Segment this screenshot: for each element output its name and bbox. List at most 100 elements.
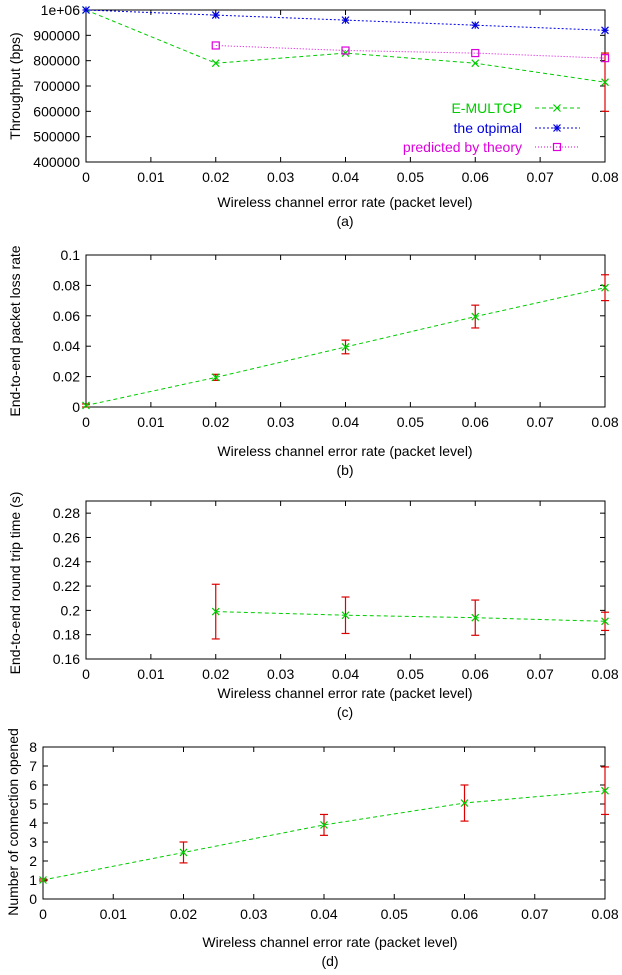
y-tick-label: 800000 bbox=[33, 53, 80, 69]
x-tick-label: 0 bbox=[82, 414, 90, 430]
series-line bbox=[85, 9, 606, 83]
y-axis-label: Throughput (bps) bbox=[7, 32, 23, 139]
data-point bbox=[601, 26, 609, 35]
x-tick-label: 0.05 bbox=[381, 906, 408, 922]
legend-label: E-MULTCP bbox=[451, 100, 522, 116]
x-tick-label: 0.03 bbox=[267, 666, 294, 682]
data-point bbox=[471, 21, 480, 30]
x-tick-label: 0.02 bbox=[202, 169, 229, 185]
x-axis-label: Wireless channel error rate (packet leve… bbox=[202, 934, 457, 950]
data-point bbox=[471, 613, 480, 622]
legend-sample bbox=[535, 142, 580, 152]
y-tick-label: 0 bbox=[29, 891, 37, 907]
y-tick-label: 1e+06 bbox=[41, 2, 81, 18]
x-axis-label: Wireless channel error rate (packet leve… bbox=[217, 194, 472, 210]
data-point bbox=[82, 6, 90, 14]
x-tick-label: 0.01 bbox=[137, 169, 164, 185]
y-tick-label: 0.04 bbox=[53, 338, 80, 354]
data-point bbox=[601, 786, 609, 795]
legend-marker bbox=[553, 124, 561, 132]
data-point bbox=[211, 59, 220, 68]
legend-label: predicted by theory bbox=[403, 139, 522, 155]
x-tick-label: 0.03 bbox=[240, 906, 267, 922]
y-tick-label: 0.26 bbox=[53, 529, 80, 545]
data-point bbox=[211, 607, 220, 616]
y-tick-label: 0.28 bbox=[53, 505, 80, 521]
data-point bbox=[320, 820, 328, 829]
y-tick-label: 2 bbox=[29, 853, 37, 869]
panel-label: (b) bbox=[336, 462, 353, 478]
legend-marker bbox=[552, 142, 562, 152]
x-tick-label: 0.07 bbox=[527, 414, 554, 430]
y-tick-label: 0.22 bbox=[53, 578, 80, 594]
legend-entry: predicted by theory bbox=[403, 139, 580, 155]
x-tick-label: 0.04 bbox=[310, 906, 337, 922]
data-point bbox=[341, 16, 350, 25]
y-tick-label: 0.2 bbox=[61, 602, 81, 618]
legend-entry: E-MULTCP bbox=[451, 100, 580, 116]
legend: E-MULTCP the otpimal predicted by theory bbox=[403, 100, 580, 155]
panel-label: (a) bbox=[336, 213, 353, 229]
y-ticks: 0 0.02 0.04 0.06 0.08 0.1 bbox=[53, 247, 605, 415]
data-point bbox=[341, 611, 350, 620]
data-point bbox=[601, 78, 609, 87]
x-tick-label: 0.05 bbox=[397, 169, 424, 185]
plot-frame bbox=[85, 9, 606, 163]
data-point bbox=[39, 876, 47, 884]
x-ticks: 0 0.01 0.02 0.03 0.04 0.05 0.06 0.07 0.08 bbox=[82, 255, 619, 430]
panel-b: 0 0.02 0.04 0.06 0.08 0.1 0 0.01 0.02 0.03 0.04 0.… bbox=[7, 245, 619, 478]
x-tick-label: 0.05 bbox=[397, 666, 424, 682]
y-tick-label: 0 bbox=[72, 399, 80, 415]
y-tick-label: 0.16 bbox=[53, 651, 80, 667]
legend-sample bbox=[535, 104, 580, 112]
x-tick-label: 0.07 bbox=[527, 666, 554, 682]
x-tick-label: 0.04 bbox=[332, 666, 359, 682]
x-tick-label: 0 bbox=[82, 666, 90, 682]
y-tick-label: 0.08 bbox=[53, 277, 80, 293]
series-line bbox=[215, 45, 606, 59]
y-ticks: 0 1 2 3 4 5 6 7 8 bbox=[29, 739, 605, 907]
y-tick-label: 400000 bbox=[33, 154, 80, 170]
data-point bbox=[460, 799, 469, 807]
x-axis-label: Wireless channel error rate (packet leve… bbox=[217, 685, 472, 701]
y-tick-label: 3 bbox=[29, 834, 37, 850]
y-tick-label: 0.24 bbox=[53, 554, 80, 570]
x-tick-label: 0.06 bbox=[462, 666, 489, 682]
x-tick-label: 0.01 bbox=[100, 906, 127, 922]
data-point bbox=[211, 373, 220, 382]
y-tick-label: 0.02 bbox=[53, 369, 80, 385]
x-tick-label: 0.02 bbox=[202, 666, 229, 682]
x-tick-label: 0.01 bbox=[137, 414, 164, 430]
plot-marks bbox=[39, 766, 609, 884]
legend-sample bbox=[535, 124, 580, 132]
series-line bbox=[85, 9, 606, 31]
plot-frame bbox=[85, 500, 606, 660]
x-tick-label: 0 bbox=[39, 906, 47, 922]
data-point bbox=[471, 312, 480, 321]
y-tick-label: 4 bbox=[29, 815, 37, 831]
x-tick-label: 0.08 bbox=[591, 169, 618, 185]
x-tick-label: 0.03 bbox=[267, 169, 294, 185]
data-point bbox=[211, 11, 220, 19]
x-tick-label: 0.06 bbox=[462, 414, 489, 430]
x-tick-label: 0.04 bbox=[332, 414, 359, 430]
series-line bbox=[215, 611, 606, 622]
data-point bbox=[341, 343, 350, 351]
data-point bbox=[341, 46, 350, 55]
x-tick-label: 0.02 bbox=[170, 906, 197, 922]
x-tick-label: 0.05 bbox=[397, 414, 424, 430]
legend-label: the otpimal bbox=[454, 120, 522, 136]
x-tick-label: 0.07 bbox=[521, 906, 548, 922]
legend-marker bbox=[553, 104, 561, 112]
x-axis-label: Wireless channel error rate (packet leve… bbox=[217, 443, 472, 459]
data-point bbox=[179, 848, 188, 857]
y-tick-label: 1 bbox=[29, 872, 37, 888]
data-point bbox=[601, 617, 609, 626]
data-point bbox=[82, 401, 90, 410]
x-tick-label: 0.08 bbox=[591, 666, 618, 682]
plot-marks bbox=[82, 6, 610, 112]
y-tick-label: 0.1 bbox=[61, 247, 81, 263]
x-ticks: 0 0.01 0.02 0.03 0.04 0.05 0.06 0.07 0.08 bbox=[82, 501, 619, 682]
